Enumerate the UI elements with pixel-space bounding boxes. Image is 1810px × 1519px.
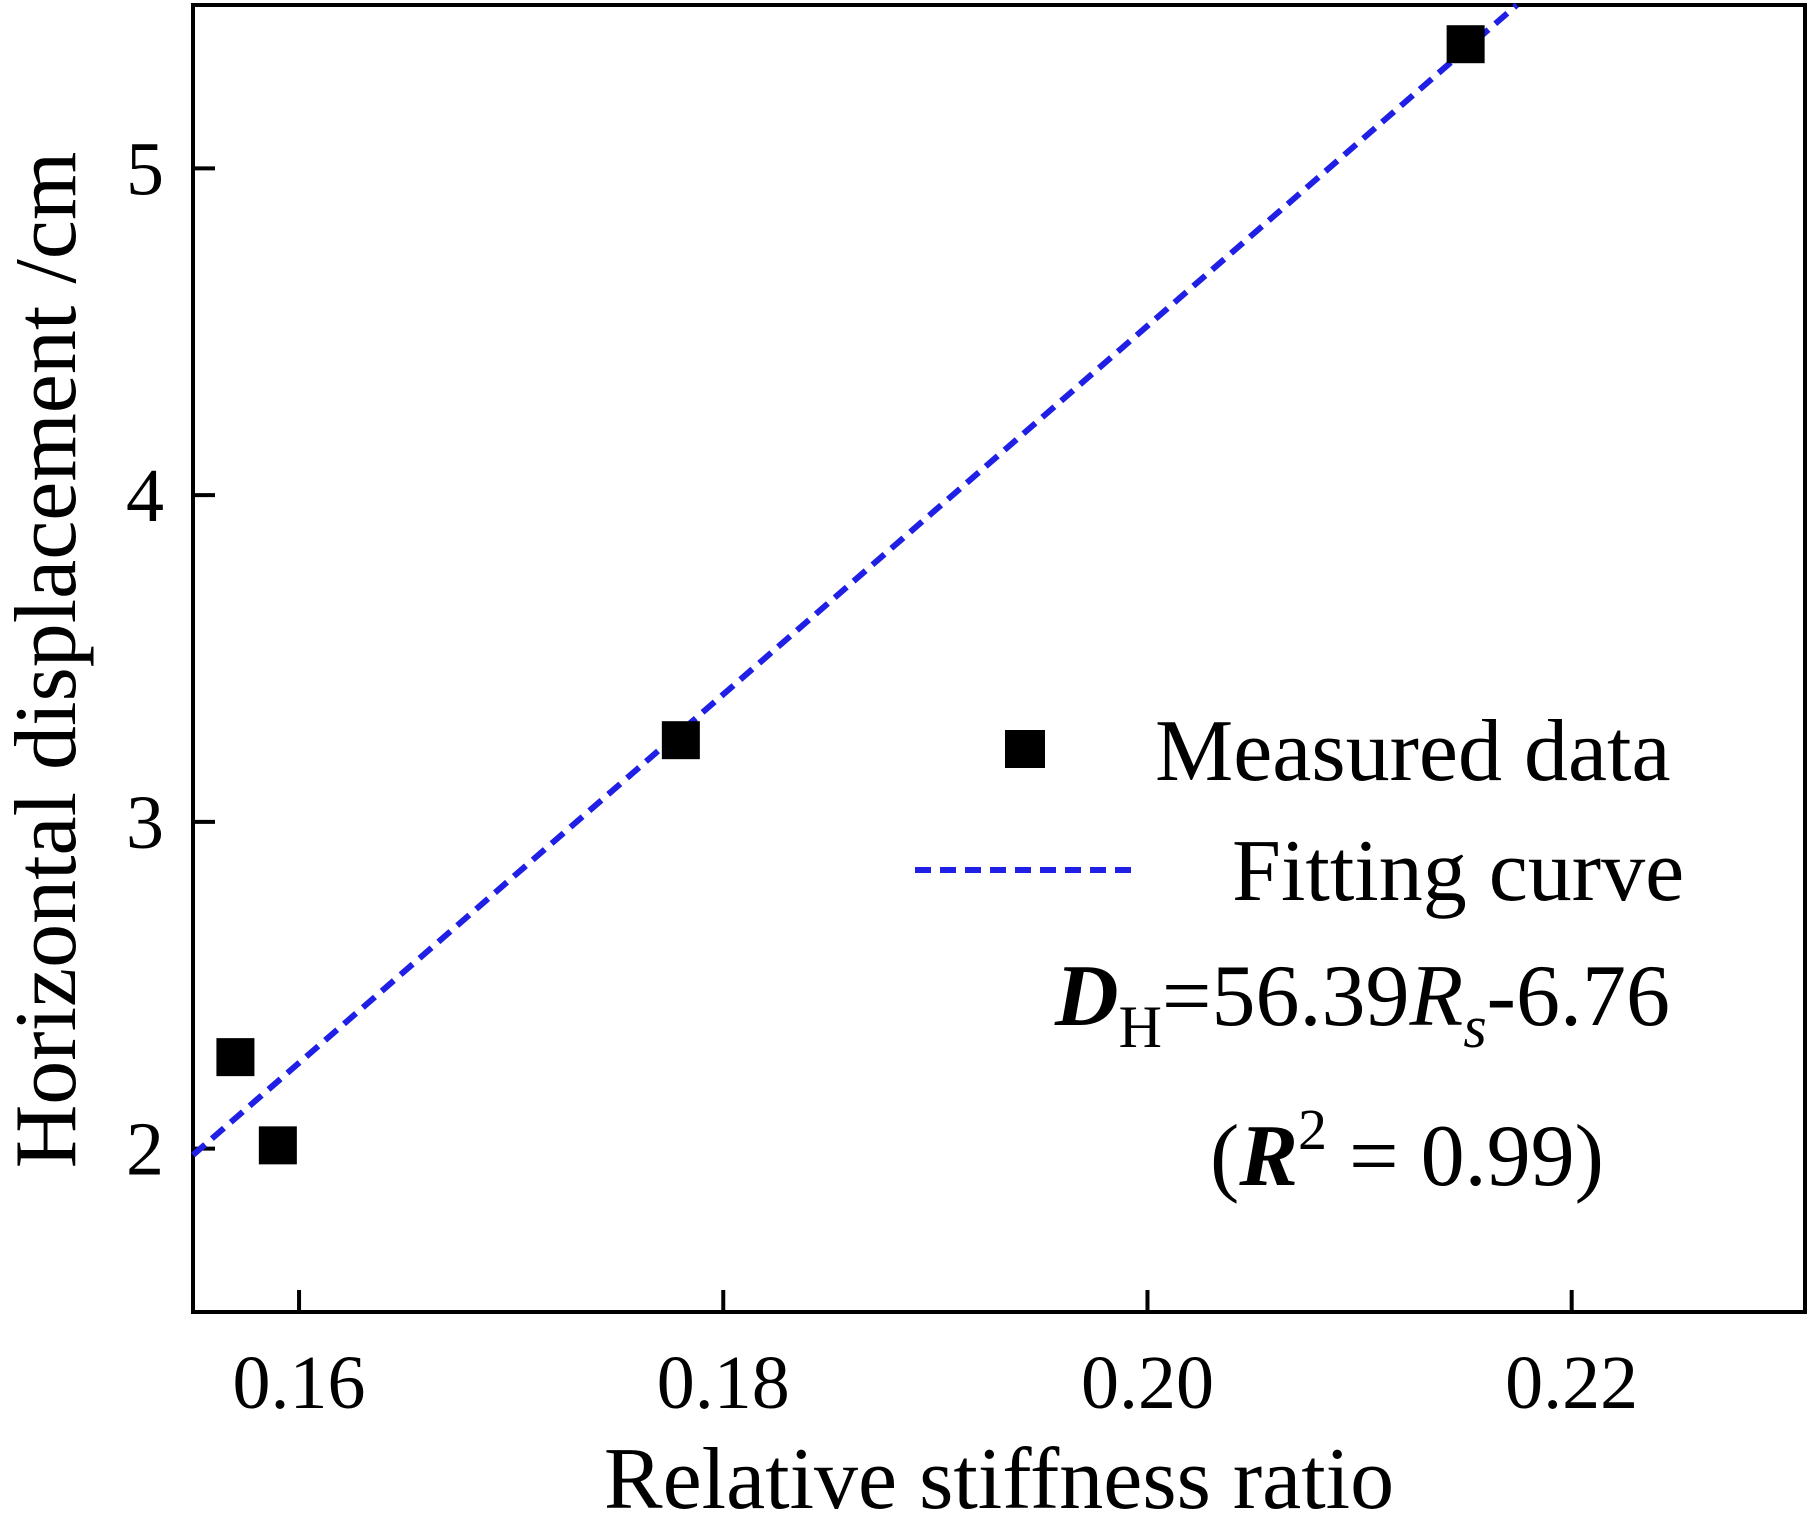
fitting-curve-layer (191, 2, 1519, 1158)
r2-r: R (1238, 1108, 1298, 1205)
y-axis-title: Horizontal displacement /cm (0, 152, 95, 1169)
legend-measured-marker (1005, 730, 1045, 768)
eq-d-sub: H (1119, 994, 1162, 1060)
measured-data-point (661, 721, 700, 760)
legend: Measured data Fitting curve DH=56.39Rs-6… (915, 703, 1684, 1205)
y-tick-label: 3 (126, 781, 164, 865)
equation-annotation: DH=56.39Rs-6.76 (1054, 948, 1670, 1060)
x-tick-label: 0.18 (657, 1341, 790, 1425)
x-tick-label: 0.16 (233, 1341, 366, 1425)
measured-data-layer (216, 25, 1485, 1165)
measured-data-point (1446, 25, 1485, 64)
r2-sup: 2 (1298, 1097, 1327, 1162)
y-tick-label: 4 (126, 454, 164, 538)
legend-measured-label: Measured data (1155, 703, 1671, 800)
fitting-curve-line (191, 2, 1519, 1158)
x-axis-ticks: 0.16 0.18 0.20 0.22 (233, 1290, 1638, 1425)
r2-rest: = 0.99) (1327, 1108, 1604, 1205)
r2-open: ( (1210, 1108, 1239, 1205)
y-tick-label: 2 (126, 1108, 164, 1192)
measured-data-point (258, 1126, 297, 1165)
eq-tail: -6.76 (1487, 948, 1670, 1045)
x-axis-title: Relative stiffness ratio (604, 1431, 1394, 1519)
y-axis-ticks: 2 3 4 5 (126, 127, 215, 1192)
eq-r-sub: s (1463, 994, 1486, 1060)
plot-frame (191, 3, 1807, 1314)
measured-data-point (216, 1038, 255, 1077)
eq-mid: =56.39 (1162, 948, 1410, 1045)
eq-r: R (1409, 948, 1464, 1045)
x-tick-label: 0.20 (1081, 1341, 1214, 1425)
x-tick-label: 0.22 (1505, 1341, 1638, 1425)
y-tick-label: 5 (126, 127, 164, 211)
eq-d: D (1054, 948, 1119, 1045)
legend-fitting-label: Fitting curve (1232, 823, 1684, 920)
r-squared-annotation: (R2 = 0.99) (1210, 1097, 1604, 1205)
